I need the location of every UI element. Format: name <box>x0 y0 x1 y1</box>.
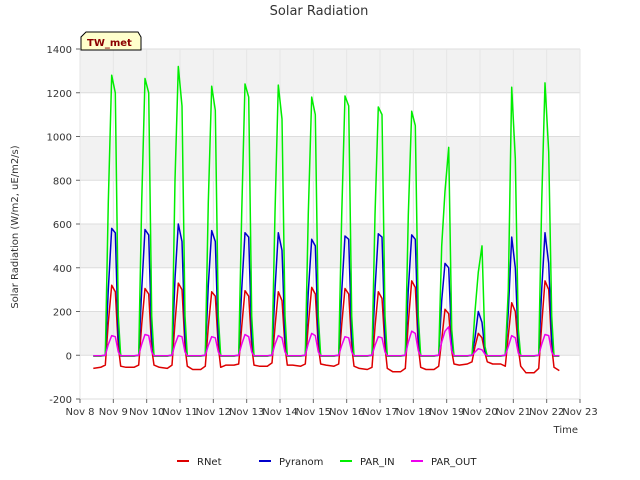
x-tick-label: Nov 17 <box>362 407 397 418</box>
x-tick-label: Nov 23 <box>562 407 597 418</box>
y-tick-label: 1400 <box>47 45 72 56</box>
x-tick-label: Nov 14 <box>262 407 297 418</box>
y-tick-label: -200 <box>49 395 72 406</box>
plot-band <box>80 224 580 268</box>
badge-box <box>80 31 142 51</box>
x-tick-label: Nov 8 <box>65 407 94 418</box>
series-lines <box>93 65 560 374</box>
legend-label: RNet <box>197 457 222 468</box>
series-line-rnet <box>93 280 560 374</box>
legend-label: PAR_IN <box>360 457 395 468</box>
x-tick-label: Nov 22 <box>529 407 564 418</box>
y-tick-label: 0 <box>66 351 72 362</box>
y-tick-label: 1200 <box>47 89 72 100</box>
plot-band <box>80 311 580 356</box>
y-tick-label: 800 <box>53 176 72 187</box>
x-tick-label: Nov 20 <box>462 407 497 418</box>
y-tick-label: 200 <box>53 308 72 319</box>
x-tick-label: Nov 13 <box>229 407 264 418</box>
x-axis-label: Time <box>553 425 578 436</box>
x-tick-label: Nov 21 <box>496 407 531 418</box>
x-tick-label: Nov 12 <box>196 407 231 418</box>
y-tick-label: 600 <box>53 220 72 231</box>
x-tick-label: Nov 9 <box>99 407 128 418</box>
y-tick-label: 1000 <box>47 133 72 144</box>
y-axis-ticks: -200 0 200 400 600 800 1000 1200 1400 <box>47 45 80 406</box>
x-tick-label: Nov 16 <box>329 407 364 418</box>
chart-title: Solar Radiation <box>270 4 369 19</box>
series-line-par_out <box>93 326 560 357</box>
y-axis-label: Solar Radiation (W/m2, uE/m2/s) <box>10 145 21 308</box>
y-tick-label: 400 <box>53 264 72 275</box>
x-tick-label: Nov 15 <box>296 407 331 418</box>
legend: RNet Pyranom PAR_IN PAR_OUT <box>177 457 477 468</box>
plot-band <box>80 49 580 93</box>
legend-label: PAR_OUT <box>431 457 477 468</box>
plot-band <box>80 136 580 181</box>
legend-label: Pyranom <box>279 457 323 468</box>
station-badge: TW_met <box>80 31 142 51</box>
x-tick-label: Nov 11 <box>162 407 197 418</box>
x-tick-label: Nov 18 <box>396 407 431 418</box>
x-tick-label: Nov 10 <box>129 407 164 418</box>
x-tick-label: Nov 19 <box>429 407 464 418</box>
badge-label: TW_met <box>87 38 132 49</box>
